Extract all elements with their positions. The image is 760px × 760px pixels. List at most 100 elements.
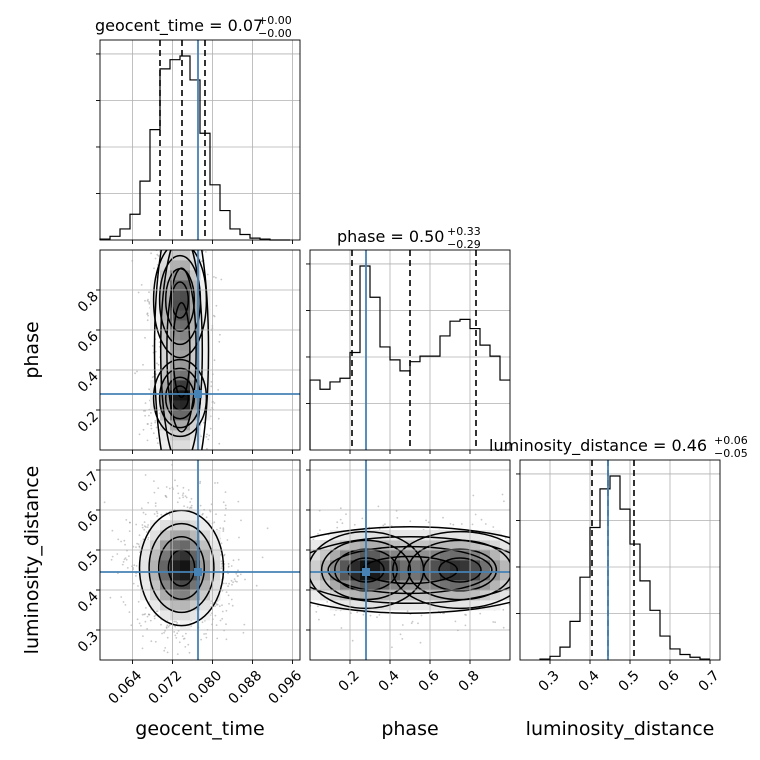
density-cell (200, 560, 211, 571)
scatter-point (156, 437, 158, 440)
scatter-point (141, 526, 144, 529)
density-layer (302, 493, 519, 649)
scatter-point (135, 565, 138, 567)
density-cell (400, 590, 411, 601)
scatter-point (199, 480, 202, 483)
scatter-point (165, 486, 168, 488)
title-luminosity-distance-label: luminosity_distance = 0.46 (489, 436, 707, 456)
histogram-panel-geocent-time-background (100, 40, 300, 240)
scatter-point (230, 565, 233, 567)
scatter-point (512, 548, 514, 550)
density-cell (180, 540, 191, 551)
scatter-point (174, 479, 176, 482)
density-cell (420, 600, 431, 611)
scatter-point (203, 633, 206, 635)
density-cell (210, 540, 221, 551)
density-cell (180, 370, 191, 381)
density-cell (200, 530, 211, 541)
scatter-point (144, 474, 147, 476)
density-cell (470, 560, 481, 571)
scatter-point (147, 524, 150, 526)
scatter-point (215, 624, 218, 626)
scatter-point (173, 620, 176, 623)
density-cell (180, 520, 191, 531)
xlabel-phase: phase (381, 718, 438, 740)
density-cell (170, 580, 181, 591)
2d-panel-geocent-time-vs-phase-frame (99, 249, 301, 451)
scatter-point (225, 582, 228, 585)
scatter-point (144, 613, 147, 615)
contour-line (170, 281, 190, 319)
scatter-point (155, 426, 158, 429)
density-cell (370, 590, 381, 601)
tick-label-x-luminosity-distance: 0.3 (536, 668, 563, 695)
density-cell (180, 550, 191, 561)
density-cell (390, 570, 401, 581)
density-cell (440, 570, 451, 581)
density-cell (180, 270, 191, 281)
scatter-point (168, 245, 170, 247)
scatter-point (138, 622, 141, 625)
scatter-point (132, 582, 135, 585)
density-cell (340, 540, 351, 551)
scatter-point (185, 632, 187, 635)
density-cell (210, 530, 221, 541)
scatter-point (183, 505, 186, 507)
scatter-point (174, 634, 177, 637)
scatter-point (517, 591, 519, 593)
density-cell (390, 550, 401, 561)
density-cell (180, 400, 191, 411)
density-cell (150, 600, 161, 611)
scatter-point (172, 247, 174, 249)
density-cell (170, 370, 181, 381)
density-cell (390, 600, 401, 611)
density-cell (190, 610, 201, 621)
density-cell (350, 570, 361, 581)
scatter-point (140, 624, 142, 627)
density-cell (190, 600, 201, 611)
scatter-point (302, 580, 304, 582)
contour-line (327, 545, 493, 595)
scatter-point (123, 539, 126, 542)
scatter-point (341, 522, 344, 525)
scatter-point (442, 516, 444, 519)
scatter-point (187, 489, 190, 491)
density-cell (480, 560, 491, 571)
scatter-point (135, 546, 137, 549)
scatter-point (157, 661, 159, 663)
title-geocent-time-plus: +0.00 (258, 14, 292, 27)
density-cell (440, 530, 451, 541)
scatter-point (190, 247, 192, 249)
scatter-point (317, 533, 319, 535)
scatter-point (145, 607, 147, 609)
density-cell (180, 300, 191, 311)
scatter-point (161, 632, 164, 635)
density-cell (460, 530, 471, 541)
density-cell (440, 560, 451, 571)
tick-label-x-geocent-time: 0.096 (266, 668, 306, 708)
density-cell (160, 340, 171, 351)
scatter-point (144, 336, 146, 339)
scatter-point (154, 640, 157, 643)
density-cell (180, 570, 191, 581)
scatter-point (182, 451, 184, 453)
scatter-point (141, 524, 144, 526)
density-cell (170, 410, 181, 421)
tick-label-y-phase: 0.4 (75, 369, 102, 396)
scatter-point (236, 580, 238, 583)
scatter-point (141, 647, 144, 650)
density-cell (400, 540, 411, 551)
scatter-point (150, 252, 153, 255)
density-cell (210, 550, 221, 561)
scatter-point (164, 630, 166, 632)
scatter-point (340, 627, 343, 629)
truth-marker (194, 390, 202, 398)
density-cell (190, 270, 201, 281)
tick-label-y-phase: 0.8 (75, 289, 102, 316)
scatter-point (307, 564, 309, 566)
contour-line (166, 267, 197, 433)
scatter-point (193, 245, 195, 247)
scatter-point (514, 603, 516, 605)
scatter-point (156, 515, 159, 517)
